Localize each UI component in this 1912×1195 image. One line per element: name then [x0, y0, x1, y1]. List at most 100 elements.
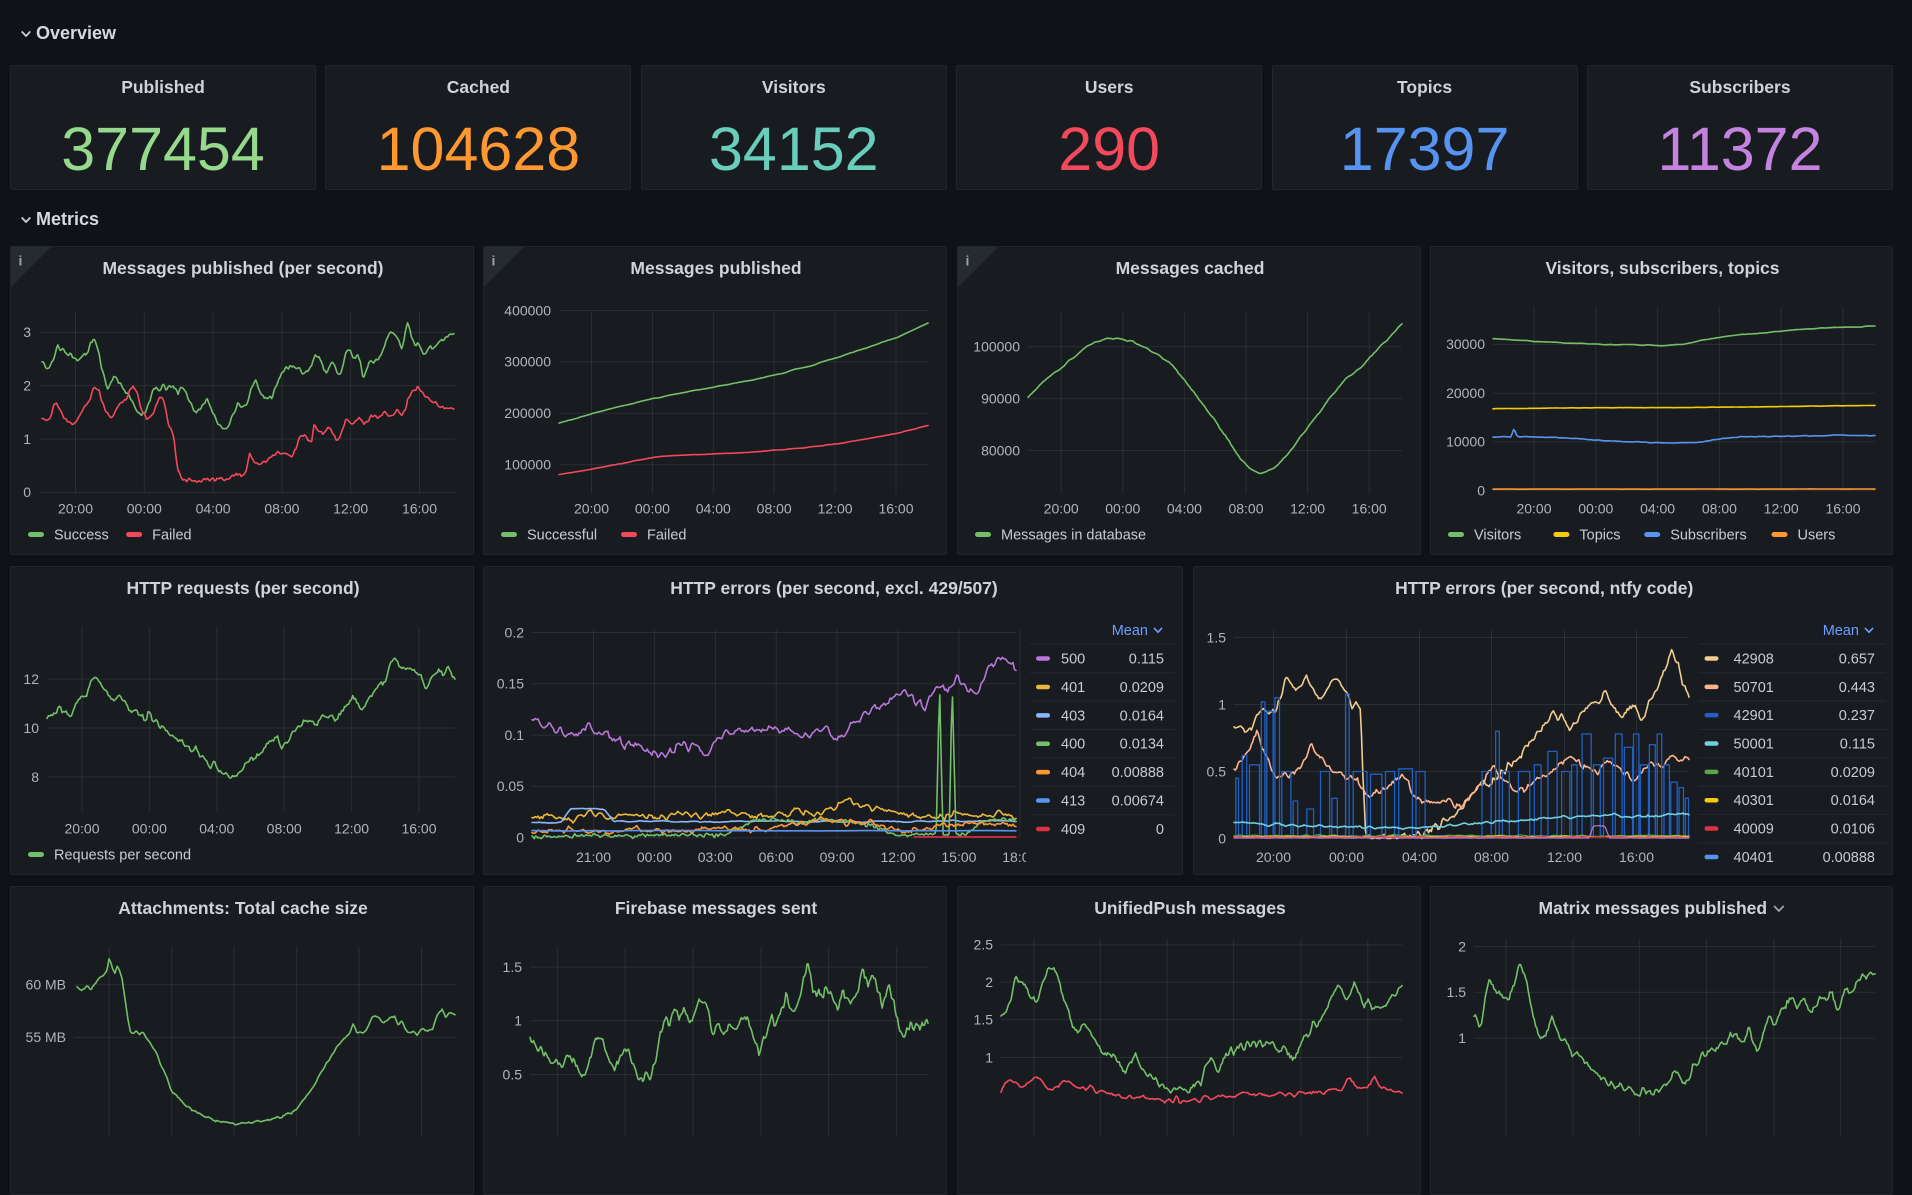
svg-text:i: i	[19, 253, 23, 269]
svg-text:90000: 90000	[981, 390, 1020, 406]
svg-text:16:00: 16:00	[1825, 501, 1860, 517]
svg-text:12:00: 12:00	[1290, 501, 1325, 517]
svg-text:00:00: 00:00	[1328, 849, 1363, 865]
svg-text:Success: Success	[54, 528, 109, 544]
svg-text:00:00: 00:00	[127, 501, 162, 517]
svg-text:0: 0	[1218, 830, 1226, 846]
svg-text:Requests per second: Requests per second	[54, 847, 191, 863]
svg-text:0.00888: 0.00888	[1112, 765, 1164, 781]
svg-text:Topics: Topics	[1579, 528, 1620, 544]
svg-text:Messages published: Messages published	[630, 258, 801, 278]
svg-text:HTTP errors (per second, ntfy: HTTP errors (per second, ntfy code)	[1395, 578, 1693, 598]
svg-text:500: 500	[1061, 651, 1085, 667]
svg-text:Messages published (per second: Messages published (per second)	[102, 258, 383, 278]
svg-text:0: 0	[516, 829, 524, 845]
svg-text:40009: 40009	[1733, 821, 1773, 837]
svg-text:0.5: 0.5	[503, 1066, 523, 1082]
svg-text:1.5: 1.5	[1446, 984, 1466, 1000]
svg-text:i: i	[492, 253, 496, 269]
svg-text:08:00: 08:00	[267, 820, 302, 836]
svg-text:1.5: 1.5	[973, 1011, 993, 1027]
svg-text:0.2: 0.2	[505, 624, 525, 640]
svg-text:12:00: 12:00	[334, 820, 369, 836]
svg-text:0.1: 0.1	[505, 726, 525, 742]
svg-text:42901: 42901	[1733, 708, 1773, 724]
svg-text:0.15: 0.15	[497, 675, 524, 691]
svg-text:i: i	[965, 253, 969, 269]
svg-text:00:00: 00:00	[1578, 501, 1613, 517]
svg-text:2.5: 2.5	[973, 936, 993, 952]
svg-text:15:00: 15:00	[941, 849, 976, 865]
svg-text:Visitors: Visitors	[1474, 528, 1521, 544]
svg-text:20:00: 20:00	[1043, 501, 1078, 517]
svg-text:04:00: 04:00	[199, 820, 234, 836]
svg-text:08:00: 08:00	[1702, 501, 1737, 517]
svg-text:0.443: 0.443	[1838, 679, 1874, 695]
svg-text:Attachments: Total cache size: Attachments: Total cache size	[118, 898, 368, 918]
svg-text:20:00: 20:00	[574, 501, 609, 517]
svg-text:100000: 100000	[504, 457, 551, 473]
svg-text:20:00: 20:00	[64, 820, 99, 836]
svg-text:50001: 50001	[1733, 736, 1773, 752]
svg-text:18:00: 18:00	[1002, 849, 1037, 865]
svg-text:00:00: 00:00	[1105, 501, 1140, 517]
svg-text:40101: 40101	[1733, 764, 1773, 780]
svg-text:04:00: 04:00	[1166, 501, 1201, 517]
svg-text:0: 0	[1156, 821, 1164, 837]
svg-text:08:00: 08:00	[1228, 501, 1263, 517]
svg-text:1: 1	[985, 1049, 993, 1065]
svg-text:00:00: 00:00	[635, 501, 670, 517]
svg-text:0: 0	[1477, 482, 1485, 498]
svg-text:20:00: 20:00	[58, 501, 93, 517]
svg-text:12:00: 12:00	[880, 849, 915, 865]
svg-text:50701: 50701	[1733, 679, 1773, 695]
svg-text:12: 12	[23, 670, 39, 686]
svg-text:1: 1	[1218, 696, 1226, 712]
svg-text:42908: 42908	[1733, 651, 1773, 667]
svg-text:Visitors, subscribers, topics: Visitors, subscribers, topics	[1545, 258, 1779, 278]
svg-text:1.5: 1.5	[503, 958, 523, 974]
svg-text:04:00: 04:00	[696, 501, 731, 517]
svg-text:0.00888: 0.00888	[1822, 849, 1874, 865]
svg-text:20:00: 20:00	[1255, 849, 1290, 865]
svg-text:09:00: 09:00	[820, 849, 855, 865]
svg-text:Failed: Failed	[647, 528, 687, 544]
svg-text:12:00: 12:00	[818, 501, 853, 517]
svg-text:Failed: Failed	[152, 528, 192, 544]
svg-text:200000: 200000	[504, 405, 551, 421]
svg-text:21:00: 21:00	[576, 849, 611, 865]
svg-text:1: 1	[1458, 1029, 1466, 1045]
svg-text:12:00: 12:00	[1546, 849, 1581, 865]
svg-text:20000: 20000	[1446, 385, 1485, 401]
svg-text:03:00: 03:00	[698, 849, 733, 865]
svg-text:HTTP errors (per second, excl.: HTTP errors (per second, excl. 429/507)	[670, 578, 997, 598]
svg-text:UnifiedPush messages: UnifiedPush messages	[1094, 898, 1286, 918]
svg-text:60 MB: 60 MB	[26, 976, 66, 992]
svg-text:8: 8	[31, 768, 39, 784]
svg-text:0.115: 0.115	[1839, 736, 1874, 752]
svg-text:00:00: 00:00	[132, 820, 167, 836]
svg-text:08:00: 08:00	[1473, 849, 1508, 865]
svg-text:401: 401	[1061, 679, 1085, 695]
svg-text:0.0106: 0.0106	[1830, 821, 1874, 837]
svg-text:403: 403	[1061, 708, 1085, 724]
svg-text:Firebase messages sent: Firebase messages sent	[615, 898, 818, 918]
svg-text:Subscribers: Subscribers	[1670, 528, 1747, 544]
svg-text:16:00: 16:00	[402, 501, 437, 517]
svg-text:20:00: 20:00	[1516, 501, 1551, 517]
svg-text:12:00: 12:00	[1764, 501, 1799, 517]
svg-text:0.115: 0.115	[1129, 651, 1164, 667]
svg-text:16:00: 16:00	[878, 501, 913, 517]
svg-text:0.0209: 0.0209	[1830, 764, 1874, 780]
svg-text:0.657: 0.657	[1838, 651, 1874, 667]
svg-text:16:00: 16:00	[1351, 501, 1386, 517]
svg-text:Mean: Mean	[1112, 623, 1148, 639]
svg-text:400000: 400000	[504, 302, 551, 318]
svg-text:08:00: 08:00	[757, 501, 792, 517]
svg-text:40301: 40301	[1733, 793, 1773, 809]
svg-text:0.0209: 0.0209	[1120, 679, 1164, 695]
svg-text:2: 2	[985, 973, 993, 989]
svg-text:04:00: 04:00	[1640, 501, 1675, 517]
svg-text:0.00674: 0.00674	[1112, 793, 1164, 809]
svg-text:3: 3	[23, 324, 31, 340]
